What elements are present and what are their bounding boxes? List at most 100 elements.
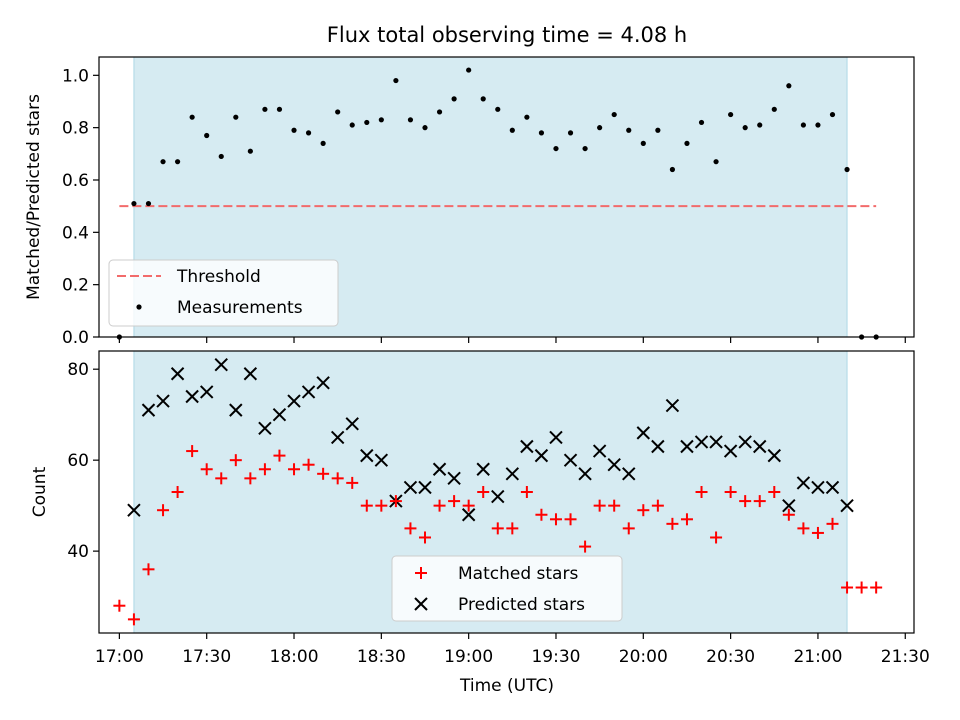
measurement-point — [844, 166, 850, 173]
measurement-point — [407, 117, 414, 123]
predicted-stars-point — [316, 376, 330, 390]
measurement-point — [145, 200, 152, 207]
matched-stars-point — [229, 454, 242, 467]
measurement-point — [320, 140, 326, 146]
bottom-ytick-label: 40 — [67, 542, 89, 562]
measurement-point — [669, 166, 676, 173]
top-ytick-label: 0.6 — [62, 171, 89, 191]
matched-stars-point — [768, 486, 781, 498]
predicted-stars-point — [374, 453, 389, 467]
bottom-xtick-label: 18:30 — [357, 647, 406, 667]
matched-stars-point — [710, 531, 723, 544]
bottom-legend-box — [391, 555, 623, 622]
matched-stars-point — [826, 517, 839, 530]
matched-stars-point — [215, 472, 228, 485]
measurement-point — [684, 140, 690, 146]
matched-stars-point — [258, 463, 271, 476]
matched-stars-point — [288, 463, 301, 476]
matched-stars-point — [535, 508, 548, 521]
top-axes-frame — [98, 56, 915, 338]
measurement-point — [189, 114, 195, 120]
matched-stars-point — [739, 495, 752, 508]
matched-stars-point — [680, 513, 693, 526]
bottom-xtick-label: 21:30 — [881, 647, 930, 667]
predicted-stars-point — [592, 444, 607, 458]
matched-stars-point — [200, 463, 213, 476]
predicted-stars-point — [665, 398, 680, 413]
matched-stars-point — [331, 472, 344, 485]
matched-stars-point — [564, 513, 577, 526]
matched-stars-point — [113, 599, 126, 612]
measurement-point — [436, 109, 443, 115]
matched-stars-point — [579, 540, 592, 553]
measurement-point — [378, 117, 384, 123]
measurement-point — [582, 145, 588, 152]
bottom-ytick-label: 80 — [67, 360, 89, 380]
measurement-point — [567, 130, 574, 136]
predicted-stars-point — [520, 439, 534, 454]
predicted-stars-point — [185, 389, 199, 404]
predicted-stars-point — [694, 435, 709, 449]
predicted-stars-point — [461, 508, 476, 522]
matched-stars-point — [375, 499, 388, 512]
measurement-point — [276, 106, 283, 112]
measurement-point — [291, 127, 297, 133]
bottom-ytick-label: 60 — [67, 451, 89, 471]
bottom-xtick-label: 19:30 — [531, 647, 580, 667]
matched-stars-point — [127, 613, 140, 626]
measurement-point — [728, 111, 734, 118]
predicted-stars-point — [156, 394, 170, 408]
matched-stars-point — [419, 531, 431, 544]
predicted-stars-point — [403, 480, 418, 495]
measurement-point — [713, 159, 719, 165]
predicted-stars-point — [767, 448, 781, 463]
predicted-stars-point — [607, 458, 621, 472]
measurement-point — [524, 114, 530, 120]
matched-stars-point — [520, 486, 533, 498]
predicted-stars-point — [709, 435, 723, 449]
predicted-stars-point — [432, 462, 447, 476]
predicted-stars-point — [360, 448, 374, 463]
measurement-point — [786, 83, 792, 89]
measurement-point — [538, 130, 545, 136]
matched-stars-point — [666, 517, 679, 530]
matched-stars-point — [797, 522, 810, 535]
measurement-point — [495, 106, 501, 112]
chart-title: Flux total observing time = 4.08 h — [327, 23, 687, 47]
predicted-stars-point — [127, 503, 141, 517]
predicted-stars-point — [796, 476, 811, 490]
legend-threshold-label: Threshold — [176, 267, 261, 287]
predicted-stars-point — [287, 394, 301, 408]
predicted-stars-point — [825, 480, 840, 495]
predicted-stars-point — [723, 444, 738, 458]
top-ytick-label: 0.8 — [62, 119, 89, 139]
predicted-stars-point — [272, 407, 287, 422]
bottom-xlabel: Time (UTC) — [459, 676, 554, 696]
predicted-stars-point — [141, 403, 156, 417]
predicted-stars-point — [345, 417, 359, 431]
legend-matched-swatch — [415, 567, 427, 579]
legend-measurements-label: Measurements — [177, 298, 303, 318]
matched-stars-point — [695, 486, 708, 498]
measurement-point — [364, 119, 370, 126]
predicted-stars-point — [578, 467, 592, 481]
matched-stars-point — [491, 522, 504, 535]
bottom-xtick-label: 18:00 — [270, 647, 319, 667]
measurement-point — [626, 127, 632, 133]
bottom-axes-frame — [98, 350, 915, 634]
top-ytick-label: 0.0 — [62, 328, 89, 348]
measurement-point — [204, 132, 210, 139]
top-panel: 0.0 0.2 0.4 0.6 0.8 1.0 Matched/Predicted sta… — [24, 56, 915, 348]
measurement-point — [829, 111, 836, 118]
predicted-stars-point — [243, 367, 258, 381]
matched-stars-point — [273, 449, 286, 462]
measurement-point — [815, 122, 821, 128]
matched-stars-point — [724, 486, 737, 498]
bottom-xtick-label: 19:00 — [444, 647, 493, 667]
matched-stars-point — [302, 458, 315, 471]
matched-stars-point — [346, 476, 359, 489]
matched-stars-point — [637, 504, 650, 517]
matched-stars-point — [462, 499, 475, 512]
matched-stars-point — [506, 522, 519, 535]
predicted-stars-point — [651, 439, 665, 454]
